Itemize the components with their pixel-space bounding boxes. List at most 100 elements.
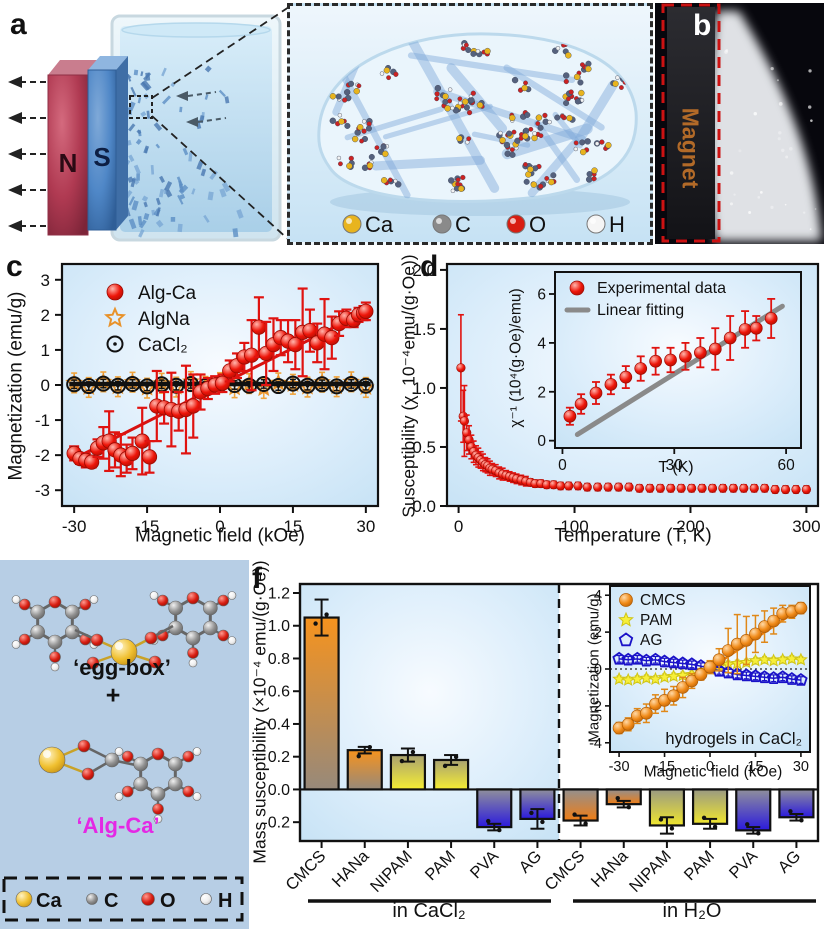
molecule-cluster [470, 47, 491, 58]
molecule-cluster [573, 138, 591, 156]
atom [574, 98, 581, 105]
series-cacl2 [66, 375, 374, 395]
field-arrowhead [8, 76, 22, 88]
cacl2-marker-dot [320, 382, 324, 387]
y-tick-label: 0.8 [268, 651, 290, 668]
atom [457, 96, 463, 102]
molecule-cluster [351, 128, 368, 144]
algca-marker [84, 454, 100, 470]
atom [612, 80, 619, 87]
series-susceptibility [456, 313, 812, 495]
legend-o-ball [141, 892, 155, 906]
red-atom [18, 598, 31, 611]
atom [599, 139, 605, 145]
atom [329, 93, 337, 100]
polymer-strand [446, 63, 508, 134]
atom [359, 138, 365, 144]
algca-marker [185, 398, 201, 414]
pam-marker [639, 670, 654, 685]
atom [444, 105, 451, 112]
white-atom [192, 747, 202, 756]
bar-pva-h2o [735, 788, 772, 832]
atom [530, 181, 538, 188]
magnet-n-label: N [59, 148, 78, 178]
x-tick-label: 100 [560, 517, 588, 536]
selection-box [129, 95, 153, 119]
hydrogel-particle [218, 89, 226, 98]
atom [442, 98, 449, 105]
series-inverse-chi [563, 297, 778, 426]
bar-ag-h2o [778, 788, 815, 819]
atom [538, 183, 544, 189]
replicate-dot [745, 822, 750, 827]
atom [470, 50, 477, 57]
inset-y-tick-label: 2 [594, 625, 602, 641]
legend-cacl2-dot [113, 342, 117, 346]
chi-marker [739, 483, 749, 493]
hydrogel-particle [135, 138, 142, 145]
flow-line [187, 91, 217, 97]
ball-highlight [436, 218, 442, 224]
chi-marker [718, 483, 728, 493]
atom [379, 71, 385, 76]
callout-line-bottom [151, 115, 290, 241]
inset-x-tick-label: 15 [747, 759, 763, 775]
fiber-speckle [781, 148, 785, 153]
polymer-strand [382, 103, 493, 140]
chi-marker [573, 481, 583, 491]
plot-bg-cacl2 [300, 584, 559, 841]
algca-marker [244, 347, 260, 363]
chi-marker [666, 483, 676, 493]
inv-chi-marker [679, 349, 692, 363]
magnet-photo-label: Magnet [677, 107, 704, 189]
panel-c-ylabel: Magnetization (emu/g) [5, 291, 27, 481]
ball-highlight [510, 218, 516, 224]
bridge-oxygen [86, 656, 100, 670]
panel-e-schematic: Ca C O H [0, 560, 249, 929]
red-atom [152, 803, 164, 815]
cacl2-marker-dot [116, 383, 120, 388]
atom [380, 143, 387, 150]
hydrogel-particle [155, 197, 161, 206]
fiber-speckle [748, 211, 752, 214]
eggbox-molecule [11, 591, 237, 672]
inset-y-tick-label: 4 [594, 588, 602, 604]
inv-chi-marker [664, 353, 677, 367]
replicate-dot [356, 753, 361, 759]
y-tick-label: 2 [41, 306, 50, 325]
legend-ca-label: Ca [365, 212, 394, 237]
legend-cmcs-marker [619, 593, 633, 607]
replicate-dot [756, 831, 761, 836]
inset-legend-label: Linear fitting [597, 302, 684, 319]
chi-marker [603, 482, 613, 492]
replicate-dot [497, 827, 502, 833]
fiber-speckle [770, 67, 774, 71]
inv-chi-marker [694, 346, 707, 360]
ag-marker [766, 671, 781, 684]
y-tick-label: 2.0 [412, 261, 436, 280]
atom [344, 88, 351, 96]
white-atom [11, 595, 21, 604]
molecule-cluster [509, 110, 531, 123]
panel-c-legend: Alg-Ca AlgNa CaCl₂ [103, 283, 197, 356]
y-tick-label: 1.2 [268, 586, 290, 603]
atom [579, 62, 585, 68]
panel-d-ylabel: Susceptibility (χ, 10⁻⁴emu/(g·Oe)) [398, 254, 419, 518]
magnet-top-red [48, 60, 100, 75]
x-tick-label: 300 [792, 517, 820, 536]
replicate-dot [529, 810, 534, 816]
y-tick-label: -3 [35, 481, 50, 500]
atom [563, 72, 570, 79]
algca-label: ‘Alg-Ca’ [76, 813, 160, 838]
fiber-speckle [814, 208, 817, 210]
chi-marker [613, 482, 624, 492]
hydrogel-particle [146, 110, 151, 119]
atom [452, 107, 460, 114]
atom [548, 178, 555, 186]
chi-marker [676, 483, 686, 493]
fiber-speckle [809, 228, 812, 231]
atom [528, 126, 534, 132]
cacl2-marker [357, 377, 374, 394]
hydrogel-particle [155, 143, 161, 149]
polymer-strand [574, 80, 618, 146]
